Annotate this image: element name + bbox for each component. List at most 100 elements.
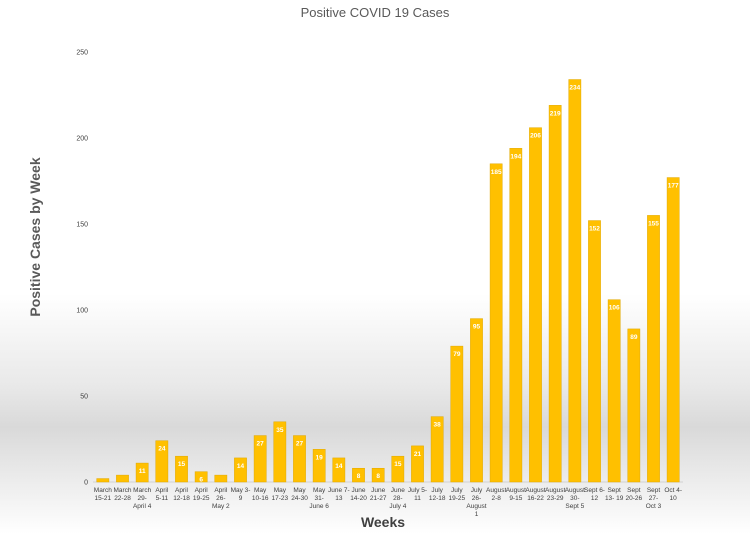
- bar: [627, 328, 641, 483]
- y-axis: 0 50 100 150 200 250: [76, 50, 88, 487]
- data-label: 11: [139, 468, 146, 475]
- y-tick-label: 0: [84, 480, 88, 487]
- data-label: 8: [357, 473, 361, 480]
- data-label: 234: [569, 85, 580, 92]
- x-tick-label: Sept 27-Oct 3: [646, 487, 662, 510]
- data-label: 219: [550, 110, 561, 117]
- bar: [352, 467, 365, 483]
- data-label: 79: [453, 351, 461, 358]
- bar: [214, 474, 228, 483]
- bar: [529, 127, 542, 483]
- x-tick-label: June 14-20: [350, 487, 367, 502]
- data-label: 152: [589, 226, 600, 233]
- bar: [273, 421, 287, 483]
- bar: [509, 148, 523, 483]
- bar: [371, 467, 385, 483]
- bar: [666, 177, 680, 483]
- x-tick-label: June 28-July 4: [389, 487, 406, 510]
- data-label: 185: [491, 169, 502, 176]
- x-tick-label: April 19-25: [193, 487, 210, 502]
- bar: [568, 79, 582, 483]
- x-tick-label: Oct 4-10: [664, 487, 682, 502]
- x-tick-label: May 10-16: [252, 487, 269, 502]
- data-label: 15: [178, 461, 186, 468]
- x-tick-label: March 22-28: [113, 487, 131, 502]
- data-label: 106: [609, 305, 620, 312]
- x-tick-label: March 29-April 4: [133, 487, 152, 510]
- y-tick-label: 200: [76, 136, 88, 143]
- bar: [470, 318, 483, 483]
- x-tick-label: Sept 6-12: [584, 487, 605, 502]
- data-label: 27: [257, 441, 265, 448]
- data-labels: 11 24 15 6 14 27 35 27 19 14 8 8 15 21 38 79 95 185 194 206…: [139, 85, 679, 484]
- data-label: 194: [510, 153, 521, 160]
- x-tick-label: May 24-30: [291, 487, 308, 502]
- x-tick-label: April 12-18: [173, 487, 190, 502]
- x-tick-label: June 21-27: [370, 487, 387, 502]
- bar: [312, 449, 326, 483]
- y-tick-label: 100: [76, 308, 88, 315]
- data-label: 14: [237, 463, 245, 470]
- data-label: 95: [473, 324, 481, 331]
- x-tick-label: May 31-June 6: [309, 487, 329, 510]
- bar: [253, 435, 267, 483]
- data-label: 35: [276, 427, 284, 434]
- bar: [588, 220, 601, 483]
- data-label: 14: [335, 463, 343, 470]
- data-label: 6: [199, 477, 203, 484]
- bar: [391, 455, 405, 483]
- x-tick-label: March 15-21: [94, 487, 112, 502]
- x-tick-label: April 26-May 2: [212, 487, 230, 510]
- bars: [96, 79, 680, 483]
- data-label: 206: [530, 133, 541, 140]
- data-label: 155: [648, 220, 659, 227]
- chart-title: Positive COVID 19 Cases: [301, 5, 450, 20]
- bar: [155, 440, 169, 483]
- data-label: 177: [668, 183, 679, 190]
- bar: [135, 462, 149, 483]
- x-tick-label: July 12-18: [429, 487, 446, 502]
- y-tick-label: 250: [76, 50, 88, 57]
- data-label: 24: [158, 446, 166, 453]
- bar: [96, 478, 110, 483]
- bar: [411, 445, 424, 483]
- bar: [607, 299, 621, 483]
- data-label: 21: [414, 451, 422, 458]
- bar: [175, 455, 188, 483]
- y-tick-label: 50: [80, 394, 88, 401]
- bar: [332, 457, 346, 483]
- data-label: 27: [296, 441, 304, 448]
- x-tick-label: April 5-11: [155, 487, 169, 502]
- bar: [430, 416, 444, 483]
- bar: [234, 457, 247, 483]
- x-tick-label: August 30-Sept 5: [565, 487, 585, 510]
- bar: [548, 105, 562, 483]
- x-tick-label: June 7-13: [328, 487, 350, 502]
- data-label: 19: [316, 454, 324, 461]
- data-label: 15: [394, 461, 402, 468]
- x-axis-title: Weeks: [361, 514, 405, 530]
- bar: [293, 435, 306, 483]
- bar: [450, 345, 464, 483]
- data-label: 38: [434, 422, 442, 429]
- x-tick-label: August 23-29: [545, 487, 565, 502]
- x-tick-label: August 16-22: [525, 487, 545, 502]
- y-axis-title: Positive Cases by Week: [27, 157, 43, 316]
- x-tick-label: July 26-August 1: [466, 487, 486, 518]
- x-tick-label: July 5-11: [408, 487, 427, 502]
- bar: [647, 215, 660, 483]
- x-tick-label: May 3-9: [231, 487, 251, 502]
- x-tick-label: May 17-23: [272, 487, 289, 502]
- x-tick-label: August 9-15: [506, 487, 526, 502]
- bar: [116, 474, 129, 483]
- bar: [194, 471, 208, 483]
- x-tick-label: Sept 20-26: [626, 487, 643, 502]
- y-tick-label: 150: [76, 222, 88, 229]
- x-tick-label: Sept 13- 19: [605, 487, 624, 502]
- bar: [489, 163, 503, 483]
- data-label: 89: [630, 334, 638, 341]
- x-tick-label: July 19-25: [449, 487, 466, 502]
- data-label: 8: [376, 473, 380, 480]
